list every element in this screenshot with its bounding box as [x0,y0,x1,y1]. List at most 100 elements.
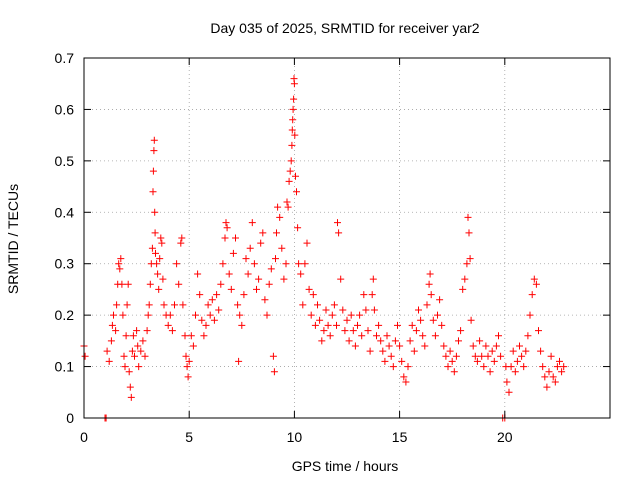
data-point [196,291,204,299]
data-point [103,347,111,355]
data-point [560,363,568,371]
data-point [558,368,566,376]
data-point [528,291,536,299]
data-point [223,224,231,232]
data-point [469,342,477,350]
data-point [204,301,212,309]
data-point [175,280,183,288]
data-point [518,352,526,360]
data-point [105,357,113,365]
data-point [81,352,89,360]
data-point [377,337,385,345]
data-point [253,285,260,293]
data-point [238,321,246,329]
data-point [466,255,474,263]
data-point [121,363,129,371]
data-point [259,229,267,237]
data-point [240,291,248,299]
data-point [446,347,454,355]
data-point [301,260,309,268]
data-point [507,363,515,371]
data-point [356,311,364,319]
data-point [166,311,174,319]
data-point [120,352,128,360]
data-point [495,332,502,340]
data-point [127,393,135,401]
data-point [152,249,159,257]
y-tick-label: 0.7 [55,50,75,66]
data-point [541,373,549,381]
data-point [158,239,166,247]
data-point [465,229,473,237]
data-point [168,327,176,335]
data-point [141,352,149,360]
data-point [178,234,186,242]
data-point [208,296,216,304]
data-point [387,352,395,360]
data-point [330,301,338,309]
data-point [391,337,399,345]
data-point [488,347,496,355]
data-point [244,270,252,278]
data-point [183,363,191,371]
data-point [285,177,293,185]
y-tick-label: 0 [66,410,74,426]
data-point [119,311,127,319]
data-point [112,327,120,335]
data-point [185,357,193,365]
x-tick-label: 15 [392,429,408,445]
data-point [137,347,145,355]
data-point [294,224,302,232]
data-point [234,301,242,309]
data-point [545,368,553,376]
y-tick-label: 0.5 [55,153,75,169]
data-point [194,270,202,278]
data-point [448,357,456,365]
data-point [272,255,279,263]
data-point [549,373,557,381]
data-point [255,275,263,283]
data-point [290,95,298,103]
data-point [151,208,159,216]
data-point [123,301,131,309]
data-point [431,332,439,340]
data-point [235,357,243,365]
data-point [295,260,303,268]
data-point [524,332,532,340]
data-point [229,249,237,257]
data-point [438,321,446,329]
data-point [222,219,230,227]
data-point [289,105,297,113]
data-point [464,213,472,221]
data-point [556,357,563,365]
data-point [450,368,458,376]
data-point [473,357,481,365]
data-point [326,332,334,340]
data-point [189,342,197,350]
data-point [373,332,380,340]
data-point [151,229,159,237]
data-point [497,352,505,360]
data-point [250,260,258,268]
x-tick-label: 0 [80,429,88,445]
data-point [265,280,273,288]
data-point [337,275,345,283]
data-point [476,337,484,345]
data-point [360,291,368,299]
y-axis-label: SRMTID / TECUs [5,184,21,294]
data-point [135,363,143,371]
data-point [153,260,161,268]
data-point [379,347,387,355]
data-point [242,255,250,263]
data-point [150,136,158,144]
data-point [131,352,138,360]
data-point [288,141,296,149]
data-point [149,167,157,175]
data-point [459,285,467,293]
data-point [402,378,410,386]
data-point [551,378,559,386]
data-point [181,332,189,340]
data-point [284,203,292,211]
data-point [187,332,195,340]
data-point [150,147,158,155]
